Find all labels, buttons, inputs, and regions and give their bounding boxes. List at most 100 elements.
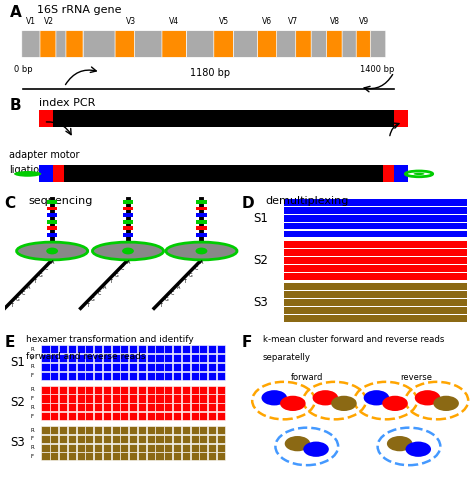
Bar [47, 206, 57, 210]
Bar [191, 444, 199, 452]
Bar [47, 220, 57, 224]
Bar [283, 315, 467, 322]
Circle shape [415, 390, 440, 405]
Bar [42, 452, 49, 460]
Bar [112, 435, 119, 443]
Circle shape [413, 173, 425, 175]
Bar [76, 354, 84, 362]
Bar [76, 363, 84, 371]
Bar [138, 426, 146, 434]
Bar [182, 354, 190, 362]
FancyBboxPatch shape [257, 31, 277, 57]
Bar [39, 110, 408, 127]
Bar [94, 444, 102, 452]
Bar [112, 452, 119, 460]
Bar [138, 363, 146, 371]
Bar [147, 386, 155, 394]
Bar [129, 444, 137, 452]
Text: hexamer transformation and identify: hexamer transformation and identify [26, 335, 194, 344]
Text: S2: S2 [253, 254, 268, 267]
Text: demultiplexing: demultiplexing [265, 196, 348, 206]
Text: 1400 bp: 1400 bp [360, 65, 394, 74]
Bar [103, 363, 111, 371]
Text: k-mean cluster forward and reverse reads: k-mean cluster forward and reverse reads [263, 335, 444, 344]
Bar [138, 345, 146, 354]
Bar [120, 435, 128, 443]
Text: sequencing: sequencing [28, 196, 93, 206]
Bar [120, 426, 128, 434]
Bar [94, 403, 102, 411]
Bar [129, 372, 137, 380]
Bar [182, 412, 190, 420]
Bar [138, 412, 146, 420]
Text: B: B [9, 98, 21, 113]
Text: R: R [30, 387, 34, 392]
Text: reverse: reverse [400, 373, 432, 382]
Bar [164, 345, 173, 354]
Bar [200, 426, 208, 434]
Bar [42, 444, 49, 452]
Bar [173, 395, 181, 402]
Bar [59, 412, 67, 420]
Bar [47, 200, 57, 204]
Circle shape [262, 390, 287, 405]
Bar [208, 444, 216, 452]
Bar [191, 395, 199, 402]
Bar [173, 372, 181, 380]
Bar [68, 386, 76, 394]
FancyBboxPatch shape [22, 31, 40, 57]
Bar [200, 444, 208, 452]
Bar [208, 386, 216, 394]
Bar [123, 226, 133, 230]
Bar [182, 444, 190, 452]
FancyBboxPatch shape [115, 31, 135, 57]
Bar [208, 345, 216, 354]
Bar [112, 372, 119, 380]
Text: F: F [30, 396, 34, 401]
Bar [217, 435, 225, 443]
Bar [94, 345, 102, 354]
Bar [94, 386, 102, 394]
Bar [112, 426, 119, 434]
Text: T: T [183, 279, 186, 284]
Text: T: T [109, 279, 112, 284]
Text: F: F [30, 454, 34, 459]
Bar [283, 299, 467, 306]
Circle shape [382, 396, 408, 411]
Bar [50, 363, 58, 371]
Bar [155, 395, 164, 402]
FancyBboxPatch shape [342, 31, 357, 57]
Bar [191, 363, 199, 371]
Bar [85, 354, 93, 362]
Bar [196, 200, 207, 204]
Bar [208, 372, 216, 380]
Bar [173, 354, 181, 362]
Bar [283, 215, 467, 221]
Bar [164, 403, 173, 411]
Bar [173, 386, 181, 394]
Bar [120, 412, 128, 420]
Circle shape [312, 390, 338, 405]
Bar [147, 363, 155, 371]
Text: A: A [27, 285, 31, 290]
Bar [50, 403, 58, 411]
Bar [147, 435, 155, 443]
Bar [182, 435, 190, 443]
Bar [283, 230, 467, 238]
Bar [76, 345, 84, 354]
Bar [155, 345, 164, 354]
Bar [103, 395, 111, 402]
Bar [283, 257, 467, 264]
Bar [47, 213, 57, 217]
Bar [129, 412, 137, 420]
Bar [283, 249, 467, 256]
Bar [59, 354, 67, 362]
Bar [103, 345, 111, 354]
Bar [42, 372, 49, 380]
Bar [129, 363, 137, 371]
Bar [123, 233, 133, 237]
FancyBboxPatch shape [370, 31, 386, 57]
Circle shape [14, 171, 41, 177]
Bar [68, 372, 76, 380]
Bar [200, 403, 208, 411]
